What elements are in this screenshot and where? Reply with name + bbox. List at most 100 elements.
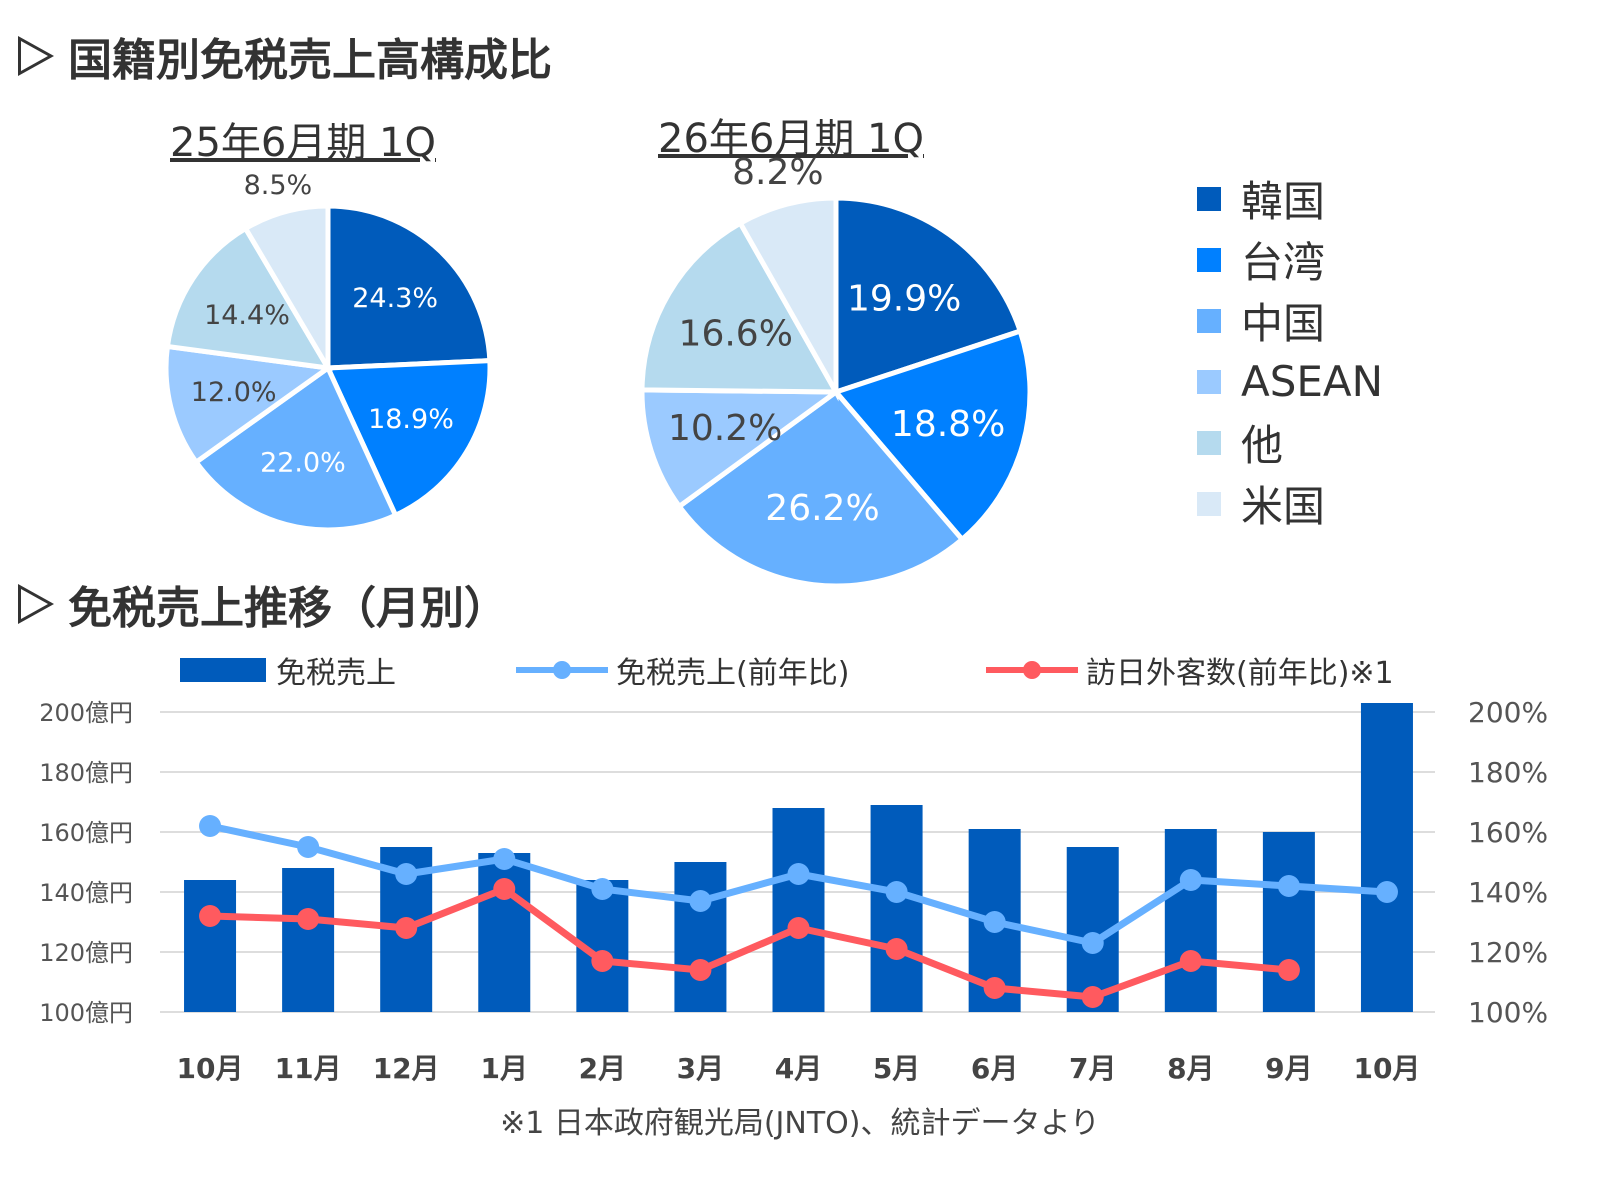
pie-slice [833, 195, 1024, 396]
pie-label: 24.3% [352, 283, 438, 314]
pie-title-26: 26年6月期 1Q [658, 116, 924, 162]
line-point [983, 911, 1006, 933]
line-point [199, 905, 222, 927]
legend-item: 他 [1197, 412, 1383, 473]
line-point [395, 863, 418, 885]
y-right-tick: 160% [1468, 816, 1548, 849]
pie-label: 16.6% [679, 313, 793, 354]
legend-bar-swatch [180, 658, 266, 682]
legend-line-sales-yoy: 免税売上(前年比) [516, 648, 849, 692]
y-left-tick: 200億円 [39, 699, 133, 727]
bar [1262, 832, 1315, 1012]
line-point [1277, 875, 1300, 897]
legend-label: 台湾 [1241, 238, 1326, 287]
pie-legend: 韓国 台湾 中国 ASEAN 他 米国 [1197, 168, 1383, 534]
triangle-icon [18, 36, 54, 76]
legend-label: 米国 [1241, 482, 1326, 531]
line-point [1081, 986, 1104, 1008]
x-tick: 8月 [1167, 1052, 1214, 1085]
pie-label: 12.0% [191, 377, 277, 408]
x-tick: 5月 [873, 1052, 920, 1085]
legend-item: ASEAN [1197, 351, 1383, 412]
line-point [591, 878, 614, 900]
legend-label: 中国 [1241, 299, 1326, 348]
legend-item: 韓国 [1197, 168, 1383, 229]
section-title-text: 国籍別免税売上高構成比 [68, 35, 552, 86]
pie-slice [164, 225, 333, 372]
pie-slice [639, 219, 841, 395]
legend-label: 韓国 [1241, 177, 1326, 226]
line-point [297, 908, 320, 930]
x-tick: 2月 [579, 1052, 626, 1085]
legend-swatch [1197, 491, 1221, 516]
pie-label: 26.2% [765, 488, 879, 529]
bar [1360, 703, 1413, 1012]
pie-label: 18.8% [891, 404, 1005, 445]
pie-slice [831, 327, 1033, 543]
line-point [493, 848, 516, 870]
bar [282, 868, 335, 1012]
x-tick: 6月 [971, 1052, 1018, 1085]
pie-label: 14.4% [204, 300, 290, 331]
section-title-composition: 国籍別免税売上高構成比 [18, 24, 552, 88]
legend-label: ASEAN [1241, 357, 1384, 406]
line-point [885, 938, 908, 960]
legend-item: 米国 [1197, 473, 1383, 534]
pie-slice [192, 364, 399, 533]
section-title-text: 免税売上推移（月別） [68, 583, 508, 634]
pie-label: 10.2% [668, 408, 782, 449]
line-point [297, 836, 320, 858]
y-left-tick: 160億円 [39, 819, 133, 847]
pie-label: 22.0% [260, 447, 346, 478]
x-tick: 11月 [275, 1052, 342, 1085]
line-point [983, 977, 1006, 999]
legend-label: 免税売上(前年比) [616, 656, 850, 691]
pie-label: 8.2% [732, 152, 823, 193]
y-right-tick: 100% [1468, 996, 1548, 1029]
bar [184, 880, 237, 1012]
legend-line-icon [516, 661, 608, 679]
legend-line-visitors-yoy: 訪日外客数(前年比)※1 [986, 648, 1394, 692]
line-point [1179, 869, 1202, 891]
x-tick: 10月 [177, 1052, 244, 1085]
x-tick: 12月 [373, 1052, 440, 1085]
legend-label: 他 [1241, 421, 1284, 470]
line-point [1081, 932, 1104, 954]
line-point [493, 878, 516, 900]
y-left-tick: 180億円 [39, 759, 133, 787]
x-tick: 4月 [775, 1052, 822, 1085]
bar [478, 853, 531, 1012]
pie-slice [242, 203, 331, 378]
pie-label: 18.9% [368, 404, 454, 435]
legend-swatch [1197, 430, 1221, 455]
pie-slice [325, 203, 493, 371]
line-point [1375, 881, 1398, 903]
y-left-tick: 140億円 [39, 879, 133, 907]
section-title-trend: 免税売上推移（月別） [18, 572, 508, 636]
line-point [395, 917, 418, 939]
x-tick: 3月 [677, 1052, 724, 1085]
y-left-tick: 100億円 [39, 999, 133, 1027]
legend-swatch [1197, 308, 1221, 333]
legend-line-icon [986, 661, 1078, 679]
legend-item: 台湾 [1197, 229, 1383, 290]
y-left-tick: 120億円 [39, 939, 133, 967]
line-point [1277, 959, 1300, 981]
pie-label: 19.9% [847, 278, 961, 319]
pie-slice [736, 195, 839, 402]
legend-label: 免税売上 [276, 656, 396, 691]
x-tick: 7月 [1069, 1052, 1116, 1085]
series-line [209, 885, 1290, 1001]
triangle-icon [18, 584, 54, 624]
footnote: ※1 日本政府観光局(JNTO)、統計データより [500, 1106, 1100, 1141]
bar [870, 805, 923, 1012]
legend-swatch [1197, 369, 1221, 394]
legend-bar: 免税売上 [180, 648, 396, 692]
line-point [591, 950, 614, 972]
legend-swatch [1197, 247, 1221, 272]
line-point [885, 881, 908, 903]
line-point [787, 863, 810, 885]
pie-title-25: 25年6月期 1Q [170, 120, 436, 166]
bar [674, 862, 727, 1012]
legend-label: 訪日外客数(前年比)※1 [1086, 656, 1394, 691]
